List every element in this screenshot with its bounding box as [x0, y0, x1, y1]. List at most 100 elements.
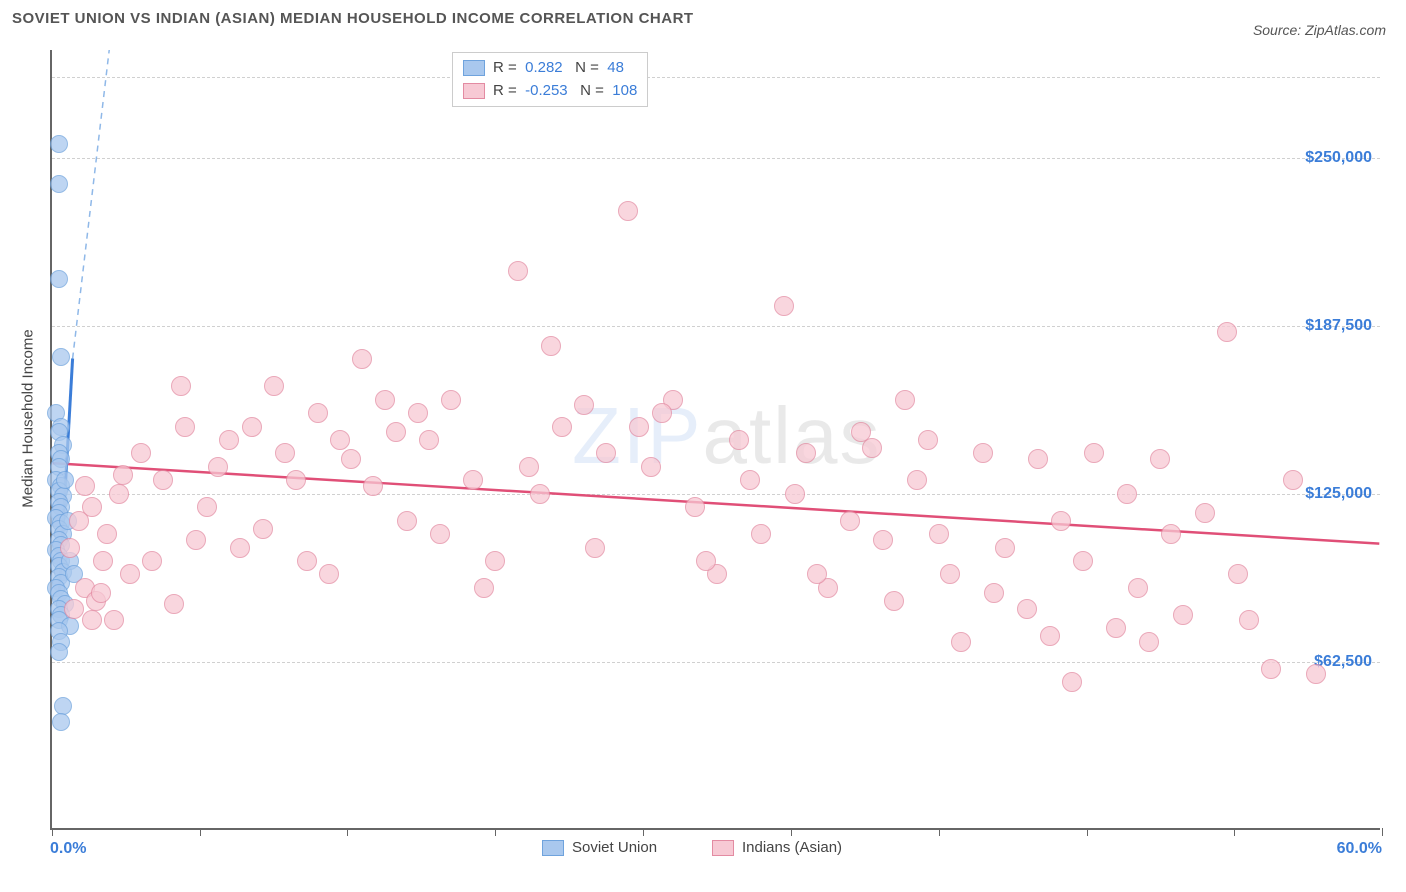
data-point-indian	[142, 551, 162, 571]
data-point-indian	[153, 470, 173, 490]
correlation-legend: R = 0.282 N = 48R = -0.253 N = 108	[452, 52, 648, 107]
data-point-indian	[64, 599, 84, 619]
data-point-indian	[171, 376, 191, 396]
data-point-indian	[197, 497, 217, 517]
bottom-legend-indian: Indians (Asian)	[712, 839, 842, 856]
y-axis-title: Median Household Income	[20, 329, 37, 507]
data-point-indian	[91, 583, 111, 603]
data-point-indian	[319, 564, 339, 584]
data-point-indian	[253, 519, 273, 539]
data-point-indian	[485, 551, 505, 571]
correlation-chart: SOVIET UNION VS INDIAN (ASIAN) MEDIAN HO…	[10, 10, 1396, 882]
gridline-h	[52, 158, 1380, 159]
data-point-soviet	[50, 135, 68, 153]
x-tick-label: 0.0%	[50, 840, 86, 858]
data-point-indian	[530, 484, 550, 504]
data-point-indian	[1228, 564, 1248, 584]
source-label: Source: ZipAtlas.com	[1253, 22, 1386, 38]
data-point-soviet	[56, 471, 74, 489]
data-point-indian	[751, 524, 771, 544]
data-point-indian	[1283, 470, 1303, 490]
data-point-indian	[973, 443, 993, 463]
data-point-indian	[884, 591, 904, 611]
x-tick	[1087, 828, 1088, 836]
data-point-indian	[1139, 632, 1159, 652]
data-point-indian	[840, 511, 860, 531]
y-tick-label: $250,000	[1305, 149, 1372, 167]
data-point-indian	[1051, 511, 1071, 531]
x-tick	[791, 828, 792, 836]
data-point-indian	[1084, 443, 1104, 463]
x-tick	[643, 828, 644, 836]
data-point-indian	[175, 417, 195, 437]
legend-text: R = 0.282 N = 48	[493, 57, 624, 80]
data-point-indian	[1128, 578, 1148, 598]
data-point-indian	[918, 430, 938, 450]
data-point-indian	[104, 610, 124, 630]
data-point-indian	[463, 470, 483, 490]
data-point-indian	[186, 530, 206, 550]
data-point-indian	[1040, 626, 1060, 646]
x-tick	[1382, 828, 1383, 836]
legend-swatch	[542, 840, 564, 856]
x-tick	[52, 828, 53, 836]
data-point-indian	[873, 530, 893, 550]
bottom-legend-soviet: Soviet Union	[542, 839, 657, 856]
data-point-indian	[1195, 503, 1215, 523]
data-point-indian	[907, 470, 927, 490]
data-point-indian	[219, 430, 239, 450]
trendline-soviet-dash	[73, 50, 113, 359]
data-point-indian	[519, 457, 539, 477]
data-point-indian	[352, 349, 372, 369]
data-point-indian	[851, 422, 871, 442]
data-point-indian	[264, 376, 284, 396]
y-tick-label: $187,500	[1305, 317, 1372, 335]
data-point-indian	[1261, 659, 1281, 679]
data-point-indian	[541, 336, 561, 356]
series-name: Indians (Asian)	[742, 839, 842, 856]
legend-row-soviet: R = 0.282 N = 48	[463, 57, 637, 80]
data-point-indian	[1073, 551, 1093, 571]
data-point-indian	[286, 470, 306, 490]
data-point-indian	[574, 395, 594, 415]
data-point-indian	[652, 403, 672, 423]
data-point-indian	[685, 497, 705, 517]
data-point-indian	[363, 476, 383, 496]
data-point-indian	[120, 564, 140, 584]
data-point-indian	[552, 417, 572, 437]
watermark: ZIPatlas	[572, 390, 881, 482]
x-tick	[200, 828, 201, 836]
data-point-indian	[441, 390, 461, 410]
data-point-indian	[862, 438, 882, 458]
legend-row-indian: R = -0.253 N = 108	[463, 80, 637, 103]
data-point-indian	[386, 422, 406, 442]
data-point-soviet	[54, 697, 72, 715]
legend-swatch	[463, 60, 485, 76]
data-point-indian	[1106, 618, 1126, 638]
data-point-indian	[131, 443, 151, 463]
chart-title: SOVIET UNION VS INDIAN (ASIAN) MEDIAN HO…	[10, 10, 1396, 27]
data-point-indian	[82, 610, 102, 630]
data-point-indian	[408, 403, 428, 423]
data-point-indian	[1017, 599, 1037, 619]
plot-area: ZIPatlas R = 0.282 N = 48R = -0.253 N = …	[50, 50, 1380, 830]
data-point-indian	[208, 457, 228, 477]
data-point-indian	[729, 430, 749, 450]
data-point-indian	[97, 524, 117, 544]
series-name: Soviet Union	[572, 839, 657, 856]
data-point-indian	[807, 564, 827, 584]
gridline-h	[52, 662, 1380, 663]
data-point-indian	[93, 551, 113, 571]
data-point-indian	[297, 551, 317, 571]
data-point-indian	[419, 430, 439, 450]
gridline-h	[52, 494, 1380, 495]
data-point-indian	[230, 538, 250, 558]
data-point-indian	[69, 511, 89, 531]
data-point-soviet	[52, 348, 70, 366]
data-point-indian	[1161, 524, 1181, 544]
data-point-indian	[109, 484, 129, 504]
data-point-indian	[641, 457, 661, 477]
data-point-indian	[275, 443, 295, 463]
data-point-soviet	[50, 175, 68, 193]
data-point-indian	[1117, 484, 1137, 504]
